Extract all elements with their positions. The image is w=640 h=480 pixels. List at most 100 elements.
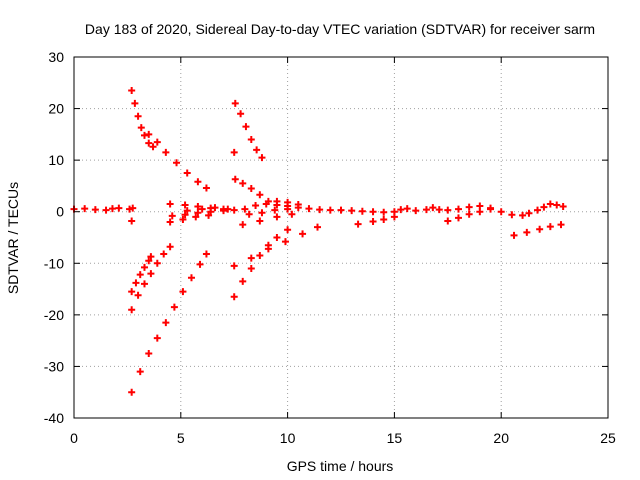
- y-tick-label: 0: [56, 204, 64, 220]
- data-point: [358, 207, 366, 215]
- data-point: [231, 99, 239, 107]
- data-point: [444, 206, 452, 214]
- data-point: [131, 99, 139, 107]
- data-point: [326, 206, 334, 214]
- data-point: [224, 205, 232, 213]
- data-point: [147, 270, 155, 278]
- data-point: [314, 223, 322, 231]
- data-point: [253, 146, 261, 154]
- data-point: [476, 208, 484, 216]
- data-point: [273, 213, 281, 221]
- data-point: [256, 252, 264, 260]
- data-point: [553, 201, 561, 209]
- data-point: [247, 264, 255, 272]
- data-point: [230, 262, 238, 270]
- data-point: [170, 303, 178, 311]
- data-point: [194, 203, 202, 211]
- data-point: [390, 213, 398, 221]
- data-point: [187, 274, 195, 282]
- data-point: [284, 205, 292, 213]
- data-point: [140, 280, 148, 288]
- data-point: [140, 131, 148, 139]
- data-point: [559, 203, 567, 211]
- data-point: [273, 234, 281, 241]
- data-point: [153, 259, 161, 267]
- data-point: [134, 291, 142, 299]
- data-point: [202, 250, 210, 258]
- data-point: [220, 207, 228, 215]
- data-point: [202, 184, 210, 192]
- data-point: [128, 388, 136, 396]
- data-point: [115, 204, 123, 212]
- x-tick-label: 5: [177, 430, 185, 446]
- data-point: [153, 138, 161, 146]
- data-point: [465, 210, 473, 218]
- data-point: [207, 208, 215, 216]
- data-point: [166, 218, 174, 226]
- data-point: [397, 206, 405, 214]
- data-point: [247, 136, 255, 144]
- data-point: [166, 243, 174, 251]
- x-tick-label: 15: [387, 430, 403, 446]
- data-point: [256, 217, 264, 225]
- data-point: [242, 123, 250, 131]
- data-point: [288, 210, 296, 218]
- data-point: [252, 202, 260, 210]
- data-point: [454, 205, 462, 213]
- data-point: [239, 221, 247, 229]
- data-point: [284, 226, 292, 234]
- data-point: [247, 185, 255, 193]
- data-point: [205, 211, 213, 219]
- data-point: [299, 230, 307, 238]
- data-point: [181, 201, 189, 209]
- data-point: [380, 215, 388, 223]
- data-point: [192, 213, 200, 221]
- data-point: [183, 169, 191, 177]
- data-point: [444, 217, 452, 225]
- data-point: [412, 207, 420, 215]
- data-points: [70, 87, 567, 396]
- data-point: [508, 211, 516, 219]
- y-axis-label: SDTVAR / TECUs: [5, 182, 21, 294]
- y-tick-label: 30: [48, 49, 64, 65]
- data-point: [262, 200, 270, 208]
- data-point: [102, 206, 110, 214]
- data-point: [179, 288, 187, 296]
- data-point: [136, 368, 144, 376]
- data-point: [230, 148, 238, 156]
- y-tick-label: -20: [44, 307, 64, 323]
- data-point: [354, 220, 362, 228]
- x-tick-label: 20: [493, 430, 509, 446]
- y-tick-label: -30: [44, 358, 64, 374]
- data-point: [294, 200, 302, 208]
- data-point: [166, 200, 174, 208]
- data-point: [137, 124, 145, 132]
- data-point: [194, 178, 202, 186]
- data-point: [519, 211, 527, 219]
- x-axis-label: GPS time / hours: [287, 458, 394, 474]
- data-point: [348, 207, 356, 215]
- data-point: [245, 210, 253, 218]
- data-point: [128, 87, 136, 95]
- x-tick-label: 25: [600, 430, 616, 446]
- data-point: [211, 204, 219, 212]
- data-point: [497, 208, 505, 216]
- data-point: [198, 205, 206, 213]
- data-point: [429, 204, 437, 212]
- data-point: [128, 217, 136, 225]
- data-point: [81, 205, 89, 213]
- data-point: [510, 231, 518, 239]
- data-point: [546, 200, 554, 208]
- data-point: [162, 148, 170, 156]
- data-point: [147, 253, 155, 261]
- data-point: [196, 260, 204, 268]
- data-point: [237, 110, 245, 118]
- data-point: [284, 198, 292, 206]
- data-point: [271, 206, 279, 214]
- data-point: [369, 208, 377, 216]
- data-point: [132, 279, 140, 287]
- data-point: [168, 212, 176, 220]
- data-point: [183, 207, 191, 215]
- data-point: [435, 206, 443, 214]
- data-point: [256, 191, 264, 199]
